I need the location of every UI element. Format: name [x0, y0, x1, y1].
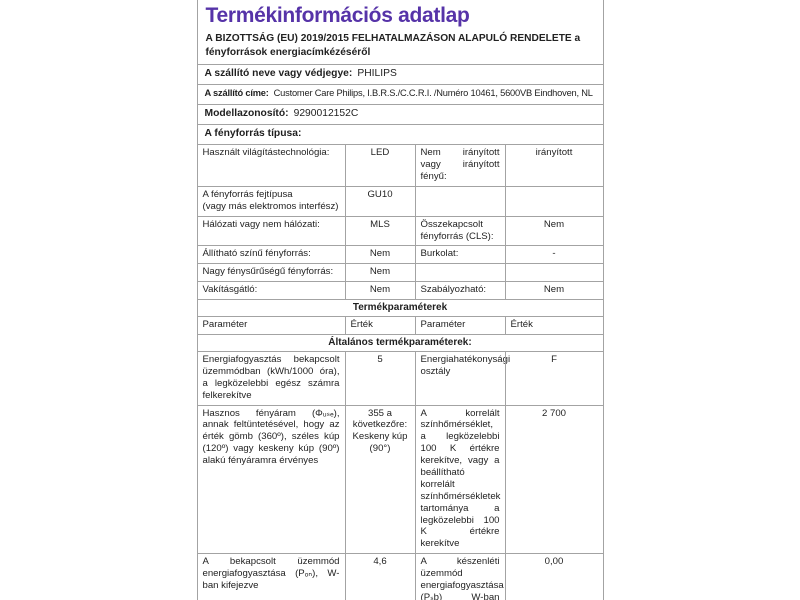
column-header: Érték	[344, 317, 415, 334]
param-cell: Hasznos fényáram (Φᵤₛₑ), annak feltüntet…	[202, 407, 340, 467]
supplier-name-label: A szállító neve vagy védjegye:	[204, 68, 353, 79]
param-cell	[414, 264, 505, 282]
value-cell: 2 700	[504, 405, 603, 554]
param-cell: Nem irányított vagy irányított fényű:	[414, 145, 505, 186]
light-source-type-label: A fényforrás típusa:	[204, 127, 302, 139]
page-title: Termékinformációs adatlap	[205, 4, 470, 27]
model-id-label: Modellazonosító:	[204, 107, 289, 119]
section-header-product-params: Termékparaméterek	[197, 299, 603, 316]
param-cell: Burkolat:	[414, 246, 505, 264]
supplier-address-value: Customer Care Philips, I.B.R.S./C.C.R.I.…	[273, 88, 593, 99]
model-id-row: Modellazonosító: 9290012152C	[197, 103, 603, 124]
value-cell: MLS	[344, 216, 415, 246]
table-row: Nagy fénysűrűségű fényforrás: Nem	[197, 263, 603, 282]
table-row: A bekapcsolt üzemmód energiafogyasztása …	[197, 553, 603, 600]
param-cell: A készenléti üzemmód energiafogyasztása …	[414, 554, 505, 600]
param-cell: Energiahatékonysági osztály	[414, 351, 510, 405]
value-cell: LED	[344, 145, 415, 186]
param-cell: Nagy fénysűrűségű fényforrás:	[202, 266, 334, 278]
param-cell: A korrelált színhőmérséklet, a legközele…	[414, 405, 505, 554]
value-cell: Nem	[344, 282, 415, 300]
supplier-address-row: A szállító címe: Customer Care Philips, I…	[197, 84, 603, 103]
table-row: Hálózati vagy nem hálózati: MLS Összekap…	[197, 215, 603, 246]
value-cell: 0,00	[504, 554, 603, 600]
value-cell: Nem	[504, 216, 603, 246]
value-cell: 4,6	[344, 554, 415, 600]
table-row: Energiafogyasztás bekapcsolt üzemmódban …	[197, 350, 603, 405]
param-cell: Vakításgátló:	[202, 284, 258, 296]
value-cell: irányított	[504, 145, 603, 186]
model-id-value: 9290012152C	[293, 107, 359, 119]
supplier-name-row: A szállító neve vagy védjegye: PHILIPS	[197, 64, 603, 84]
value-cell	[504, 264, 603, 282]
value-cell: F	[504, 351, 603, 405]
value-cell: GU10	[344, 186, 415, 216]
table-row: Állítható színű fényforrás: Nem Burkolat…	[197, 245, 603, 264]
param-cell: Használt világítástechnológia:	[202, 147, 330, 159]
regulation-text: A BIZOTTSÁG (EU) 2019/2015 FELHATALMAZÁS…	[205, 33, 581, 58]
param-cell: Állítható színű fényforrás:	[202, 248, 311, 260]
param-cell: Hálózati vagy nem hálózati:	[202, 218, 320, 230]
column-header: Érték	[504, 317, 603, 334]
column-header-row: Paraméter Érték Paraméter Érték	[197, 316, 603, 334]
value-cell: Nem	[504, 282, 603, 300]
light-source-type-row: A fényforrás típusa:	[197, 123, 603, 144]
value-cell: 355 a következőre: Keskeny kúp (90°)	[344, 405, 415, 554]
product-datasheet: Termékinformációs adatlap A BIZOTTSÁG (E…	[196, 0, 604, 600]
value-cell: Nem	[344, 246, 415, 264]
value-cell: Nem	[344, 264, 415, 282]
value-cell	[504, 186, 603, 216]
param-cell: A bekapcsolt üzemmód energiafogyasztása …	[202, 556, 340, 592]
param-cell	[414, 186, 505, 216]
param-cell: A fényforrás fejtípusa (vagy más elektro…	[202, 188, 339, 212]
table-row: A fényforrás fejtípusa (vagy más elektro…	[197, 185, 603, 216]
table-row: Használt világítástechnológia: LED Nem i…	[197, 144, 603, 186]
value-cell: -	[504, 246, 603, 264]
value-cell: 5	[344, 351, 415, 405]
param-cell: Összekapcsolt fényforrás (CLS):	[414, 216, 505, 246]
supplier-address-label: A szállító címe:	[204, 88, 269, 99]
table-row: Vakításgátló: Nem Szabályozható: Nem	[197, 281, 603, 300]
column-header: Paraméter	[414, 317, 505, 334]
param-cell: Energiafogyasztás bekapcsolt üzemmódban …	[202, 353, 340, 401]
section-header-general-params: Általános termékparaméterek:	[197, 333, 603, 351]
supplier-name-value: PHILIPS	[357, 68, 397, 79]
column-header: Paraméter	[202, 319, 248, 331]
table-row: Hasznos fényáram (Φᵤₛₑ), annak feltüntet…	[197, 404, 603, 554]
param-cell: Szabályozható:	[414, 282, 505, 300]
title-block: Termékinformációs adatlap A BIZOTTSÁG (E…	[198, 0, 603, 64]
